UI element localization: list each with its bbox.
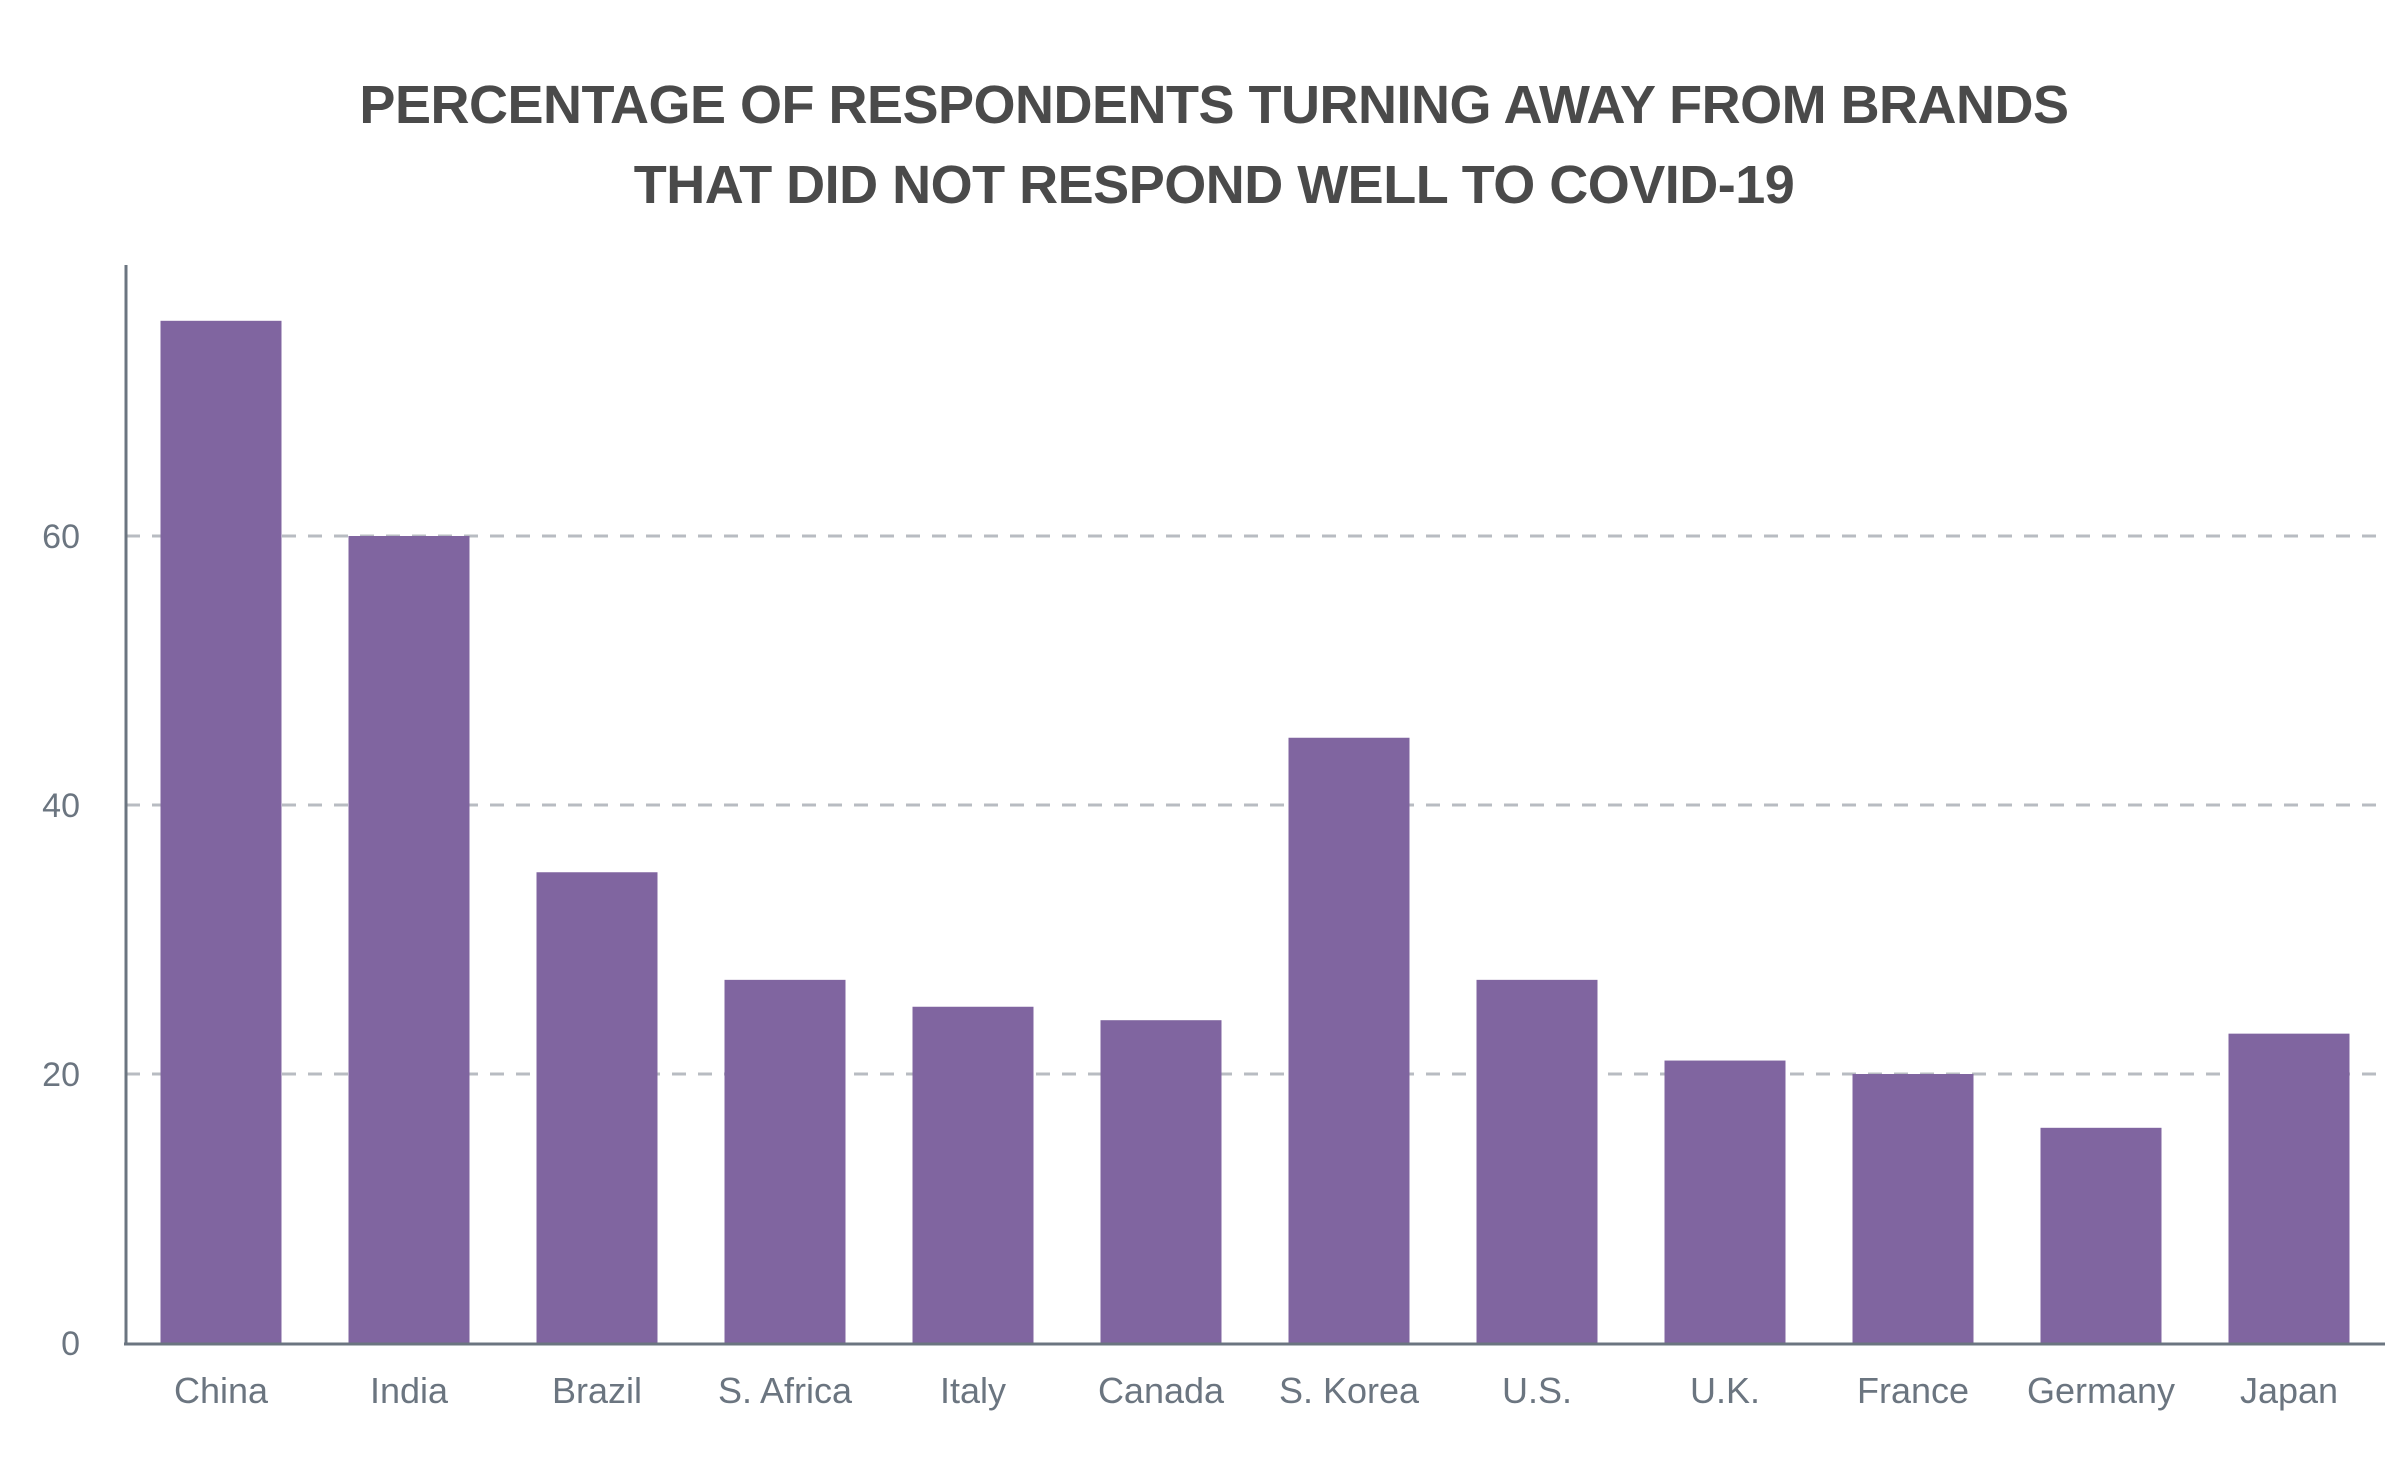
x-tick-label: Japan	[2240, 1370, 2338, 1411]
x-tick-label: Italy	[940, 1370, 1006, 1411]
bar-u-k	[1664, 1060, 1786, 1343]
x-tick-label: China	[174, 1370, 269, 1411]
gridlines	[126, 534, 2385, 1076]
y-tick-label: 20	[42, 1056, 80, 1094]
y-tick-label: 0	[61, 1325, 80, 1363]
y-tick-label: 40	[42, 787, 80, 825]
x-tick-label: France	[1857, 1370, 1969, 1411]
x-tick-label: S. Korea	[1279, 1370, 1420, 1411]
bar-u-s	[1476, 979, 1598, 1343]
bar-china	[160, 320, 282, 1343]
bar-france	[1852, 1074, 1974, 1343]
chart-title-line-2: THAT DID NOT RESPOND WELL TO COVID-19	[634, 155, 1795, 215]
x-tick-label: Germany	[2027, 1370, 2175, 1411]
bar-italy	[912, 1006, 1034, 1343]
bars	[160, 320, 2350, 1343]
y-tick-label: 60	[42, 518, 80, 556]
bar-brazil	[536, 872, 658, 1343]
x-tick-label: S. Africa	[718, 1370, 853, 1411]
chart-title-line-1: PERCENTAGE OF RESPONDENTS TURNING AWAY F…	[359, 75, 2068, 135]
x-tick-label: Canada	[1098, 1370, 1225, 1411]
bar-japan	[2228, 1033, 2350, 1343]
bar-s-africa	[724, 979, 846, 1343]
x-tick-label: U.K.	[1690, 1370, 1760, 1411]
x-tick-label: Brazil	[552, 1370, 642, 1411]
x-tick-labels: China India Brazil S. Africa Italy Canada S. K…	[174, 1370, 2338, 1411]
y-tick-labels: 0 20 40 60	[42, 518, 80, 1363]
bar-s-korea	[1288, 737, 1410, 1343]
bar-canada	[1100, 1020, 1222, 1343]
x-tick-label: U.S.	[1502, 1370, 1572, 1411]
bar-india	[348, 536, 470, 1343]
bar-germany	[2040, 1127, 2162, 1343]
x-tick-label: India	[370, 1370, 449, 1411]
